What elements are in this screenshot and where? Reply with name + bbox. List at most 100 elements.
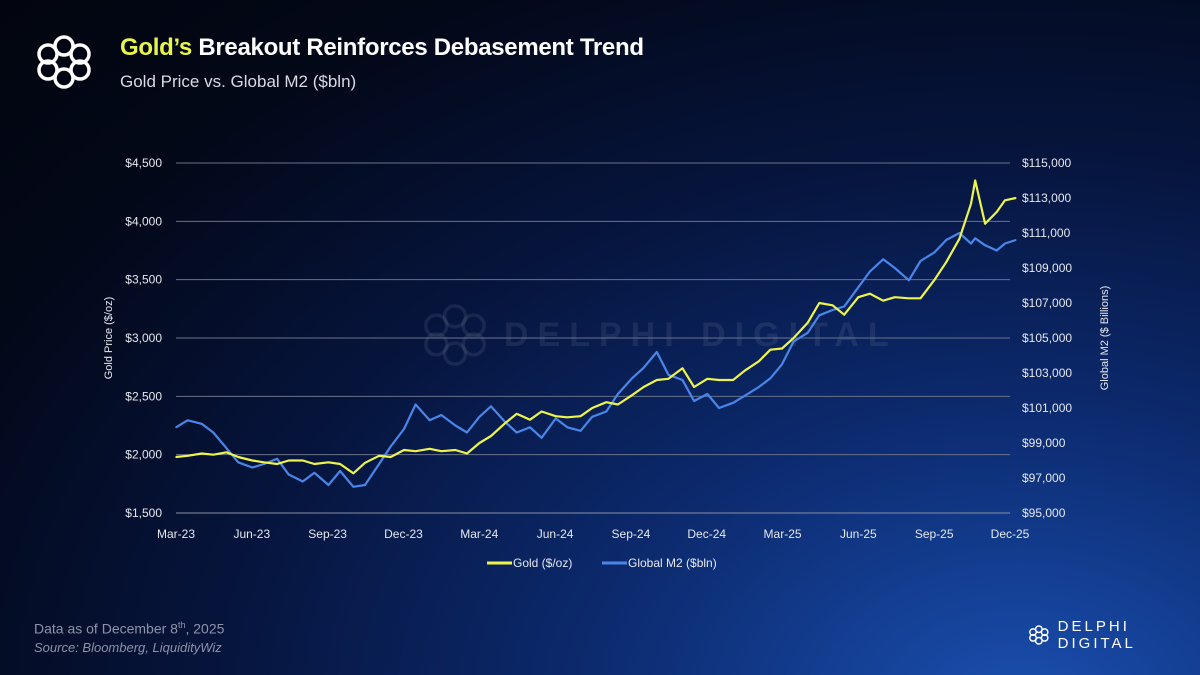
x-tick: Sep-24 (612, 527, 651, 541)
y-tick-right: $113,000 (1022, 191, 1071, 205)
data-point-m2 (554, 417, 557, 420)
y-tick-right: $111,000 (1022, 226, 1071, 240)
data-point-gold (554, 415, 557, 417)
data-point-gold (302, 459, 304, 462)
data-point-m2 (743, 394, 746, 397)
data-point-gold (667, 378, 670, 380)
data-point-gold (454, 449, 457, 451)
data-point-gold (428, 448, 431, 450)
y-tick-right: $107,000 (1022, 296, 1072, 310)
data-point-gold (327, 461, 330, 464)
data-point-gold (515, 413, 518, 415)
y-tick-right: $115,000 (1022, 156, 1071, 170)
x-tick: Jun-24 (537, 527, 574, 541)
data-point-m2 (818, 314, 821, 317)
x-tick: Mar-24 (460, 527, 498, 541)
data-point-m2 (792, 340, 795, 343)
x-tick: Mar-23 (157, 527, 195, 541)
data-point-gold (843, 313, 845, 316)
x-tick: Sep-23 (308, 527, 347, 541)
data-point-m2 (605, 410, 608, 413)
data-point-m2 (490, 405, 492, 408)
title-rest: Breakout Reinforces Debasement Trend (191, 34, 644, 61)
data-point-gold (237, 456, 239, 458)
data-point-gold (818, 302, 821, 304)
data-point-gold (631, 394, 633, 396)
data-point-gold (919, 297, 922, 300)
data-point-gold (958, 238, 961, 240)
data-as-of: Data as of December 8th, 2025 (34, 620, 224, 637)
data-point-m2 (478, 415, 481, 418)
data-point-m2 (857, 286, 860, 289)
data-point-m2 (237, 461, 239, 464)
x-tick: Sep-25 (915, 527, 954, 541)
data-point-m2 (781, 363, 783, 366)
y-tick-left: $3,500 (125, 273, 162, 287)
data-point-gold (781, 347, 783, 350)
data-point-gold (540, 410, 543, 413)
data-point-m2 (515, 431, 518, 434)
watermark: DELPHI DIGITAL (420, 300, 898, 370)
data-point-m2 (995, 249, 998, 252)
data-point-gold (566, 416, 569, 419)
data-point-m2 (251, 466, 254, 469)
data-point-m2 (212, 431, 215, 434)
data-point-gold (617, 403, 619, 406)
data-point-m2 (919, 260, 922, 262)
brand-name: DELPHI DIGITAL (1057, 618, 1136, 652)
y-tick-right: $95,000 (1022, 506, 1066, 520)
data-point-m2 (984, 244, 986, 247)
data-point-m2 (540, 436, 543, 439)
data-point-m2 (225, 447, 228, 450)
data-point-m2 (186, 419, 189, 422)
data-point-m2 (706, 393, 709, 395)
y-tick-left: $4,000 (125, 214, 162, 228)
watermark-text: DELPHI DIGITAL (504, 315, 898, 354)
data-point-gold (200, 452, 203, 455)
data-point-gold (352, 472, 355, 475)
data-point-m2 (806, 331, 809, 334)
y-tick-right: $103,000 (1022, 366, 1072, 380)
x-tick: Dec-25 (991, 527, 1030, 541)
data-point-m2 (908, 279, 910, 282)
data-point-m2 (414, 403, 417, 406)
y-tick-left: $2,000 (125, 448, 162, 462)
y-tick-right: $97,000 (1022, 471, 1066, 485)
data-point-m2 (378, 463, 380, 465)
data-point-m2 (364, 484, 366, 486)
data-point-m2 (631, 377, 633, 380)
data-point-m2 (200, 422, 203, 425)
data-point-gold (504, 422, 506, 424)
data-point-gold (642, 386, 645, 388)
data-point-m2 (893, 267, 896, 269)
data-point-m2 (718, 407, 720, 409)
brand-logo: DELPHI DIGITAL (1028, 618, 1200, 652)
data-point-gold (769, 348, 772, 351)
data-point-gold (893, 296, 896, 298)
data-point-m2 (642, 366, 645, 369)
data-point-m2 (566, 426, 569, 429)
data-point-gold (186, 455, 189, 457)
data-point-gold (403, 449, 405, 451)
data-point-gold (758, 360, 760, 363)
data-point-gold (605, 401, 608, 403)
data-point-gold (857, 296, 860, 298)
data-point-gold (378, 455, 380, 457)
delphi-logo-icon (37, 35, 91, 89)
data-point-gold (591, 407, 593, 409)
data-point-gold (529, 418, 531, 421)
data-point-gold (945, 261, 947, 263)
data-point-m2 (758, 386, 760, 388)
data-point-m2 (1004, 242, 1006, 245)
data-point-m2 (958, 232, 961, 234)
data-point-gold (313, 463, 316, 465)
data-point-m2 (313, 471, 316, 474)
data-point-gold (984, 222, 986, 225)
data-point-gold (389, 456, 392, 458)
data-point-m2 (970, 242, 972, 245)
x-tick: Jun-23 (233, 527, 270, 541)
data-point-m2 (579, 429, 582, 432)
legend: Gold ($/oz) Global M2 ($bln) (487, 556, 717, 570)
y-axis-right-title: Global M2 ($ Billions) (1099, 286, 1111, 391)
